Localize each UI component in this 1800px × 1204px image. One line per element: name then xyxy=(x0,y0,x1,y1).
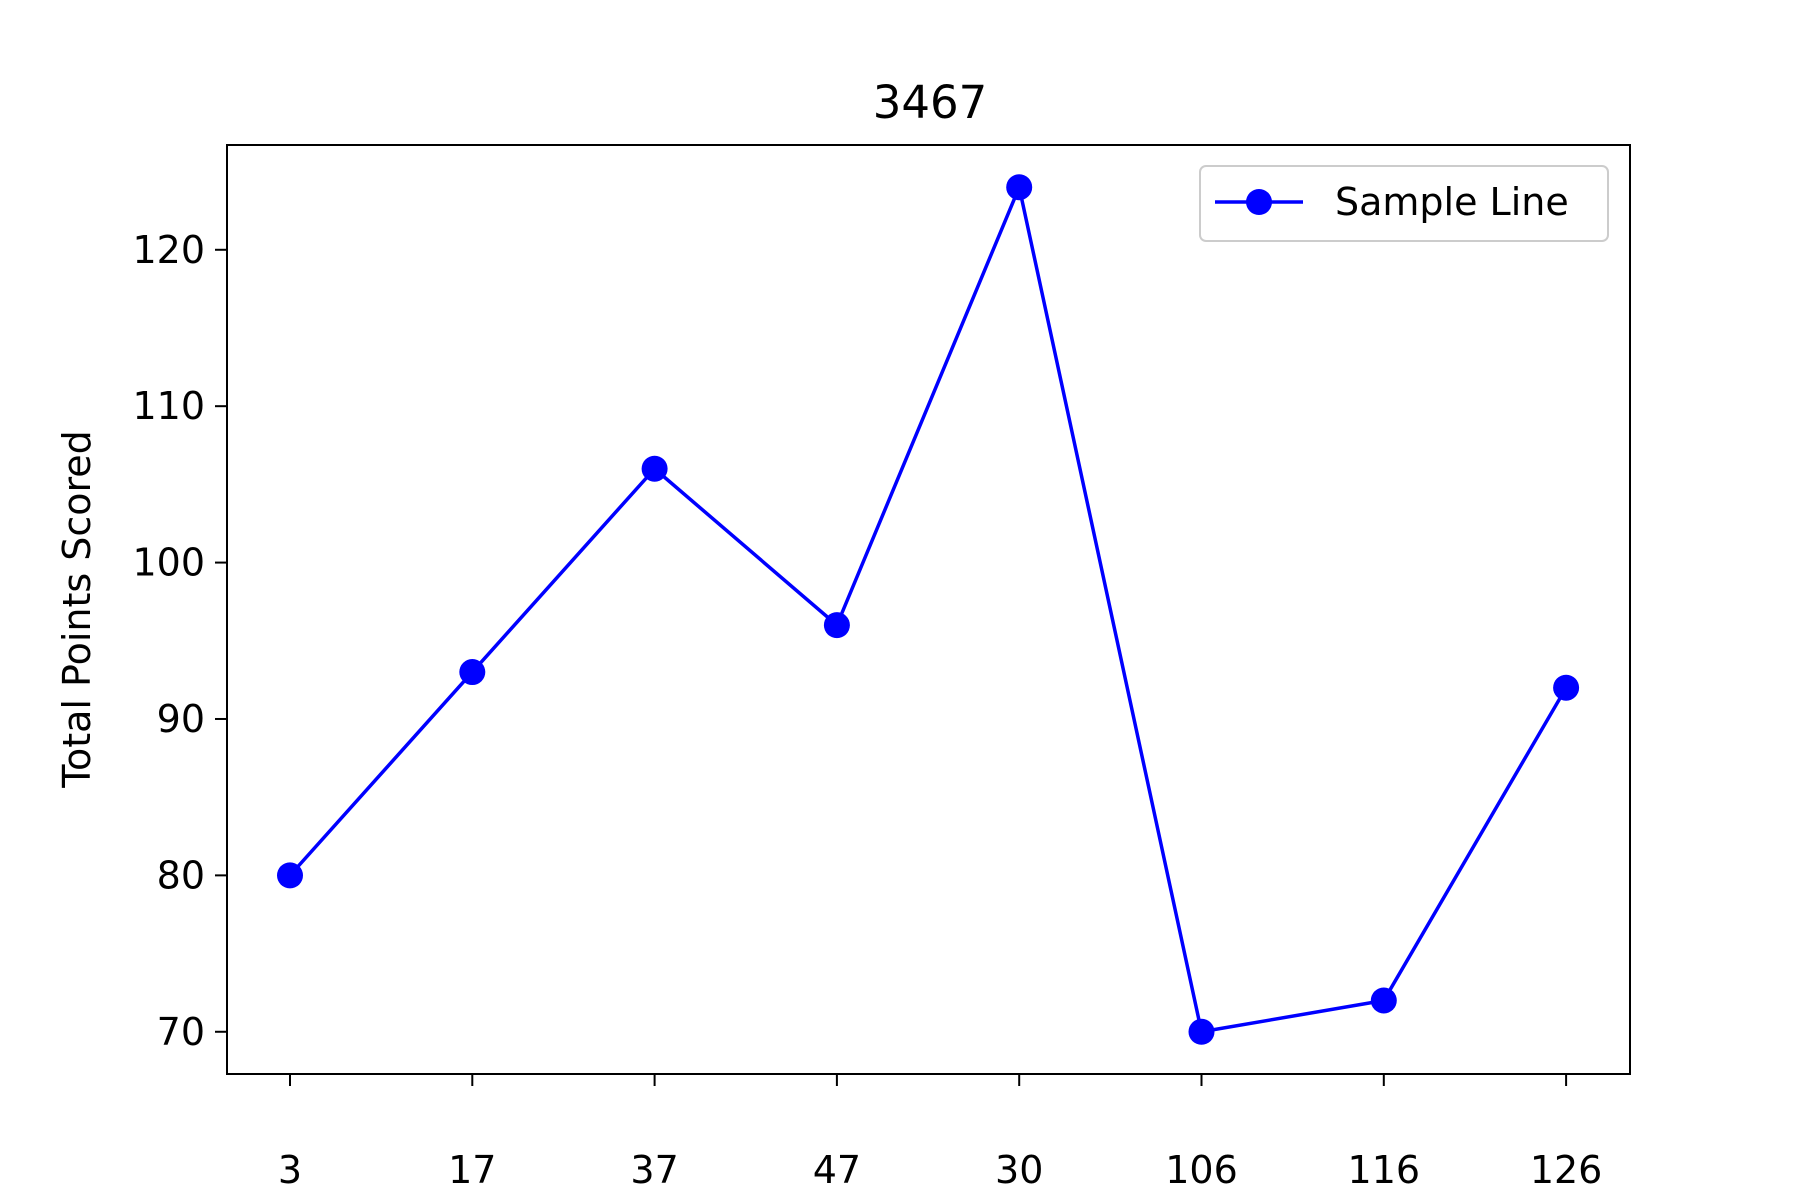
series-line xyxy=(288,185,1568,1034)
data-point xyxy=(277,862,303,889)
chart-title: 3467 xyxy=(873,76,988,129)
x-tick-label: 37 xyxy=(630,1148,678,1192)
x-tick-label: 116 xyxy=(1348,1148,1421,1192)
y-tick-label: 110 xyxy=(132,384,205,428)
data-point xyxy=(823,612,850,639)
x-axis-ticks: 3 17 37 47 30 106 116 126 xyxy=(278,1074,1602,1192)
x-tick-label: 30 xyxy=(995,1148,1043,1192)
y-axis-ticks: 70 80 90 100 110 120 xyxy=(132,228,227,1054)
y-tick-label: 80 xyxy=(157,853,205,897)
y-axis-label: Total Points Scored xyxy=(55,430,99,789)
data-point xyxy=(1006,174,1033,201)
legend-marker xyxy=(1246,189,1272,215)
y-tick-label: 90 xyxy=(157,697,205,741)
data-point xyxy=(1188,1018,1215,1045)
x-tick-label: 106 xyxy=(1165,1148,1238,1192)
y-tick-label: 100 xyxy=(132,541,205,585)
x-tick-label: 47 xyxy=(813,1148,861,1192)
x-tick-label: 17 xyxy=(448,1148,496,1192)
data-point xyxy=(459,659,486,686)
data-point xyxy=(1553,674,1580,701)
series-layer xyxy=(277,174,1580,1045)
data-point xyxy=(641,455,668,482)
y-tick-label: 120 xyxy=(132,228,205,272)
x-tick-label: 3 xyxy=(278,1148,302,1192)
legend-label: Sample Line xyxy=(1335,180,1569,224)
legend: Sample Line xyxy=(1199,165,1609,242)
x-tick-label: 126 xyxy=(1530,1148,1603,1192)
legend-box xyxy=(1199,165,1609,242)
plot-frame xyxy=(226,144,1631,1075)
data-point xyxy=(1370,987,1397,1014)
y-tick-label: 70 xyxy=(157,1010,205,1054)
